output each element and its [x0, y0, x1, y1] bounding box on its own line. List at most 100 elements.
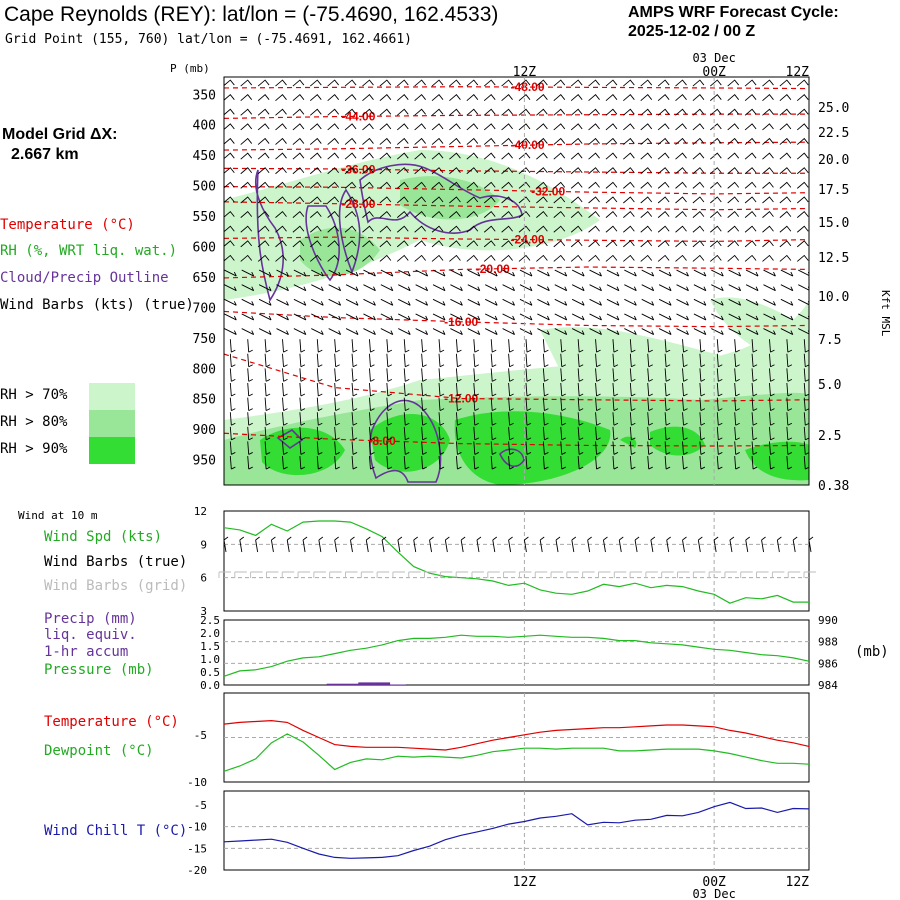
wind-barb [536, 225, 548, 233]
pressure-tick: 750 [193, 332, 216, 347]
wind-barb [380, 284, 394, 292]
wind-barb [415, 269, 429, 277]
wind-barb [640, 152, 653, 160]
wind-barb [316, 456, 323, 470]
wind-barb [763, 328, 776, 335]
wind-barb [490, 441, 497, 455]
wind-barb [508, 426, 514, 441]
wind-barb [414, 123, 426, 131]
bottom-date-label: 03 Dec [692, 887, 735, 900]
wind-barb [309, 108, 322, 116]
pressure-tick-right: 984 [818, 679, 838, 692]
rh-region [260, 427, 345, 476]
surface-wind-barb [223, 536, 229, 553]
wind-tick: 12 [194, 505, 207, 518]
wind-barb [240, 108, 253, 116]
wind-barb [518, 152, 531, 160]
wind-barb [483, 123, 496, 131]
wind-barb [769, 456, 775, 470]
wind-barb [734, 353, 740, 368]
wind-barb [449, 108, 461, 116]
wind-barb [751, 412, 758, 426]
grid-wind-barb [376, 571, 390, 578]
wind-barb [577, 382, 584, 397]
wind-barb [483, 79, 496, 87]
wind-barb [276, 313, 289, 321]
wind-barb [588, 123, 600, 131]
height-tick: 17.5 [818, 183, 849, 198]
grid-wind-barb [234, 571, 247, 578]
wind-barb [710, 94, 722, 102]
wind-barb [344, 210, 357, 218]
wind-barb [490, 456, 497, 470]
precip-tick: 2.0 [200, 627, 220, 640]
pressure-line [223, 634, 810, 677]
surface-wind-barb [713, 536, 719, 553]
wind-barb [518, 210, 531, 218]
surface-wind-barb [555, 536, 561, 553]
wind-barb [657, 137, 670, 145]
rh-region [540, 327, 720, 377]
wind-barb [438, 368, 445, 382]
wind-barb [542, 426, 549, 441]
wind-barb [796, 181, 809, 189]
rh80-swatch [89, 410, 135, 437]
wind-barb [316, 397, 323, 412]
wind-barb [431, 196, 444, 204]
precip-bar [374, 682, 391, 685]
grid-wind-barb [518, 571, 532, 578]
surface-wind-barb [286, 536, 292, 553]
rh70-swatch [89, 383, 135, 410]
wind-barb [518, 108, 531, 116]
wind-barb [536, 167, 548, 175]
wind-barb [415, 298, 429, 306]
wind-barb [327, 108, 340, 116]
wind-barb [734, 368, 740, 382]
wind-barb [327, 94, 340, 102]
wind-barb [727, 181, 740, 189]
wind-barb [796, 254, 809, 262]
wind-barb [623, 108, 635, 116]
wind-barb [542, 412, 549, 426]
wind-barb [299, 353, 306, 368]
wind-barb [744, 79, 757, 87]
wind-barb [786, 456, 793, 470]
wind-barb [240, 196, 253, 204]
wind-barb [431, 167, 444, 175]
wind-barb [438, 441, 445, 455]
wind-barb [396, 123, 409, 131]
wind-barb [693, 298, 707, 306]
wind-barb [525, 339, 532, 353]
wind-barb [629, 368, 636, 382]
wind-barb [640, 181, 653, 189]
wind-barb [467, 269, 481, 277]
wind-barb [560, 397, 566, 412]
wind-barb [693, 313, 707, 321]
wind-barb [309, 254, 322, 262]
precip-pressure-panel-frame [223, 619, 810, 686]
wind-barb [762, 108, 774, 116]
wind-barb [396, 196, 409, 204]
rh-region [745, 441, 809, 481]
wind-barb [536, 152, 548, 160]
wind-barb [518, 167, 531, 175]
wind-barb [588, 240, 600, 248]
wind-barb [455, 441, 462, 455]
wind-barb [316, 353, 323, 368]
wind-barb [334, 368, 340, 382]
wind-barb [716, 426, 723, 441]
wind-barb [744, 137, 757, 145]
wind-barb [570, 225, 583, 233]
wind-barb [554, 328, 568, 335]
wind-barb [779, 79, 792, 87]
surface-wind-barb [318, 536, 324, 553]
wind-barb [247, 397, 253, 412]
wind-barb [623, 196, 635, 204]
wind-barb [641, 269, 655, 277]
wind-barb [692, 254, 705, 262]
isotherm-label: -32.00 [531, 184, 565, 198]
wind-barb [536, 108, 548, 116]
wind-barb [779, 137, 792, 145]
precip-bar [358, 682, 375, 685]
wind-barb [699, 368, 706, 382]
